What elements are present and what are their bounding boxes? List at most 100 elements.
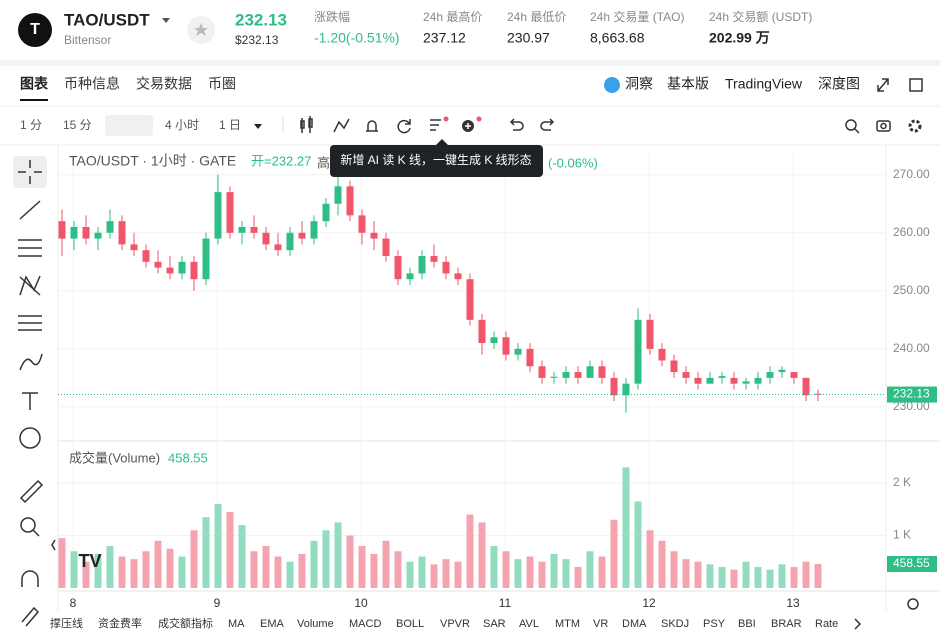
interval[interactable]: 4 小时 [165, 118, 199, 132]
candle-body [790, 372, 798, 378]
candle-body [154, 261, 162, 268]
symbol[interactable]: TAO/USDT [64, 10, 150, 29]
volume-bar [814, 563, 822, 588]
right-tab[interactable]: 基本版 [667, 76, 709, 92]
indicator[interactable]: SAR [483, 618, 506, 630]
stat-value: 202.99 万 [709, 30, 770, 46]
last-price: 232.13 [235, 10, 287, 29]
volume-bar [742, 561, 750, 588]
ruler-tool[interactable] [19, 479, 44, 504]
volume-bar [550, 553, 558, 588]
volume-bar [58, 538, 66, 588]
magnet-tool[interactable] [21, 570, 39, 587]
last-price-label: 232.13 [893, 387, 930, 401]
text-tool[interactable] [22, 392, 38, 410]
tab-underline [20, 99, 48, 101]
axis-settings[interactable] [907, 598, 919, 610]
undo-icon[interactable] [509, 118, 524, 131]
ai-icon[interactable] [430, 119, 441, 131]
indicator[interactable]: DMA [622, 618, 647, 630]
candle-body [418, 255, 426, 274]
indicator[interactable]: BRAR [771, 618, 802, 630]
volume-bar [646, 530, 654, 588]
stat-value: -1.20(-0.51%) [314, 30, 400, 46]
candle-body [550, 376, 558, 378]
indicator[interactable]: SKDJ [661, 618, 689, 630]
candle-body [538, 366, 546, 378]
indicator[interactable]: BBI [738, 618, 756, 630]
tab[interactable]: 交易数据 [136, 76, 192, 92]
camera-icon[interactable] [876, 120, 891, 132]
candle-type-icon[interactable] [300, 116, 313, 133]
x-tick-label: 12 [642, 596, 656, 610]
indicator[interactable]: Rate [815, 618, 838, 630]
collapse-arrow[interactable] [51, 539, 56, 551]
pen-tool[interactable] [21, 606, 40, 627]
indicator[interactable]: 成交额指标 [158, 616, 213, 630]
indicator[interactable]: VR [593, 618, 608, 630]
indicator[interactable]: AVL [519, 618, 539, 630]
indicator[interactable]: BOLL [396, 618, 424, 630]
candle-body [754, 377, 762, 384]
candle-body [694, 377, 702, 384]
stat-label: 24h 交易量 (TAO) [590, 9, 684, 24]
indicator-icon[interactable] [333, 118, 350, 133]
indicator[interactable]: PSY [703, 618, 726, 630]
candle-body [574, 372, 582, 378]
interval[interactable]: 1 日 [219, 118, 241, 132]
x-tick-label: 9 [214, 596, 221, 610]
volume-bar [790, 567, 798, 588]
crosshair-bg [13, 156, 47, 188]
volume-bar [382, 540, 390, 588]
candle-body [622, 383, 630, 396]
volume-bar [250, 551, 258, 588]
interval[interactable]: 1 分 [20, 118, 42, 132]
pattern-tool[interactable] [19, 275, 41, 296]
fib-tool[interactable] [18, 315, 42, 331]
emoji-tool[interactable] [19, 427, 41, 449]
interval[interactable]: 15 分 [63, 118, 92, 132]
brush-tool[interactable] [19, 353, 43, 371]
indicator[interactable]: MA [228, 618, 245, 630]
redo-icon[interactable] [540, 118, 555, 131]
tab[interactable]: 币种信息 [64, 76, 120, 92]
window-icon[interactable] [909, 78, 923, 92]
tab[interactable]: 图表 [20, 76, 49, 92]
indicator[interactable]: EMA [260, 618, 285, 630]
x-tick-label: 8 [70, 596, 77, 610]
trendline-tool[interactable] [19, 200, 41, 220]
volume-bar [538, 561, 546, 588]
indicator[interactable]: 撑压线 [50, 616, 83, 630]
candle-body [478, 319, 486, 344]
settings-icon[interactable] [908, 119, 922, 133]
tooltip-arrow [436, 139, 448, 145]
right-tab[interactable]: TradingView [725, 76, 803, 92]
crosshair-tool[interactable] [18, 160, 42, 184]
symbol-dropdown[interactable] [162, 18, 170, 23]
expand-icon[interactable] [877, 78, 889, 92]
indicators-more[interactable] [854, 618, 862, 630]
right-tab[interactable]: 深度图 [818, 76, 860, 92]
interval-dropdown[interactable] [254, 124, 262, 129]
zoom-tool[interactable] [20, 517, 36, 533]
tab[interactable]: 币圈 [208, 76, 236, 92]
tooltip [330, 145, 543, 177]
indicator[interactable]: VPVR [440, 618, 470, 630]
indicator[interactable]: MACD [349, 618, 381, 630]
volume-bar [370, 553, 378, 588]
indicator[interactable]: MTM [555, 618, 580, 630]
search-icon[interactable] [845, 119, 857, 131]
volume-bar [610, 519, 618, 588]
volume-bar [226, 511, 234, 588]
volume-bar [574, 567, 582, 588]
candle-body [394, 255, 402, 280]
candle-body [142, 250, 150, 262]
candle-body [670, 360, 678, 373]
channel-tool[interactable] [18, 239, 42, 257]
indicator[interactable]: 资金费率 [98, 616, 142, 630]
replay-icon[interactable] [397, 119, 411, 134]
indicator[interactable]: Volume [297, 618, 334, 630]
volume-bar [718, 567, 726, 588]
alert-icon[interactable] [366, 120, 378, 132]
right-tab[interactable]: 洞察 [625, 76, 653, 92]
